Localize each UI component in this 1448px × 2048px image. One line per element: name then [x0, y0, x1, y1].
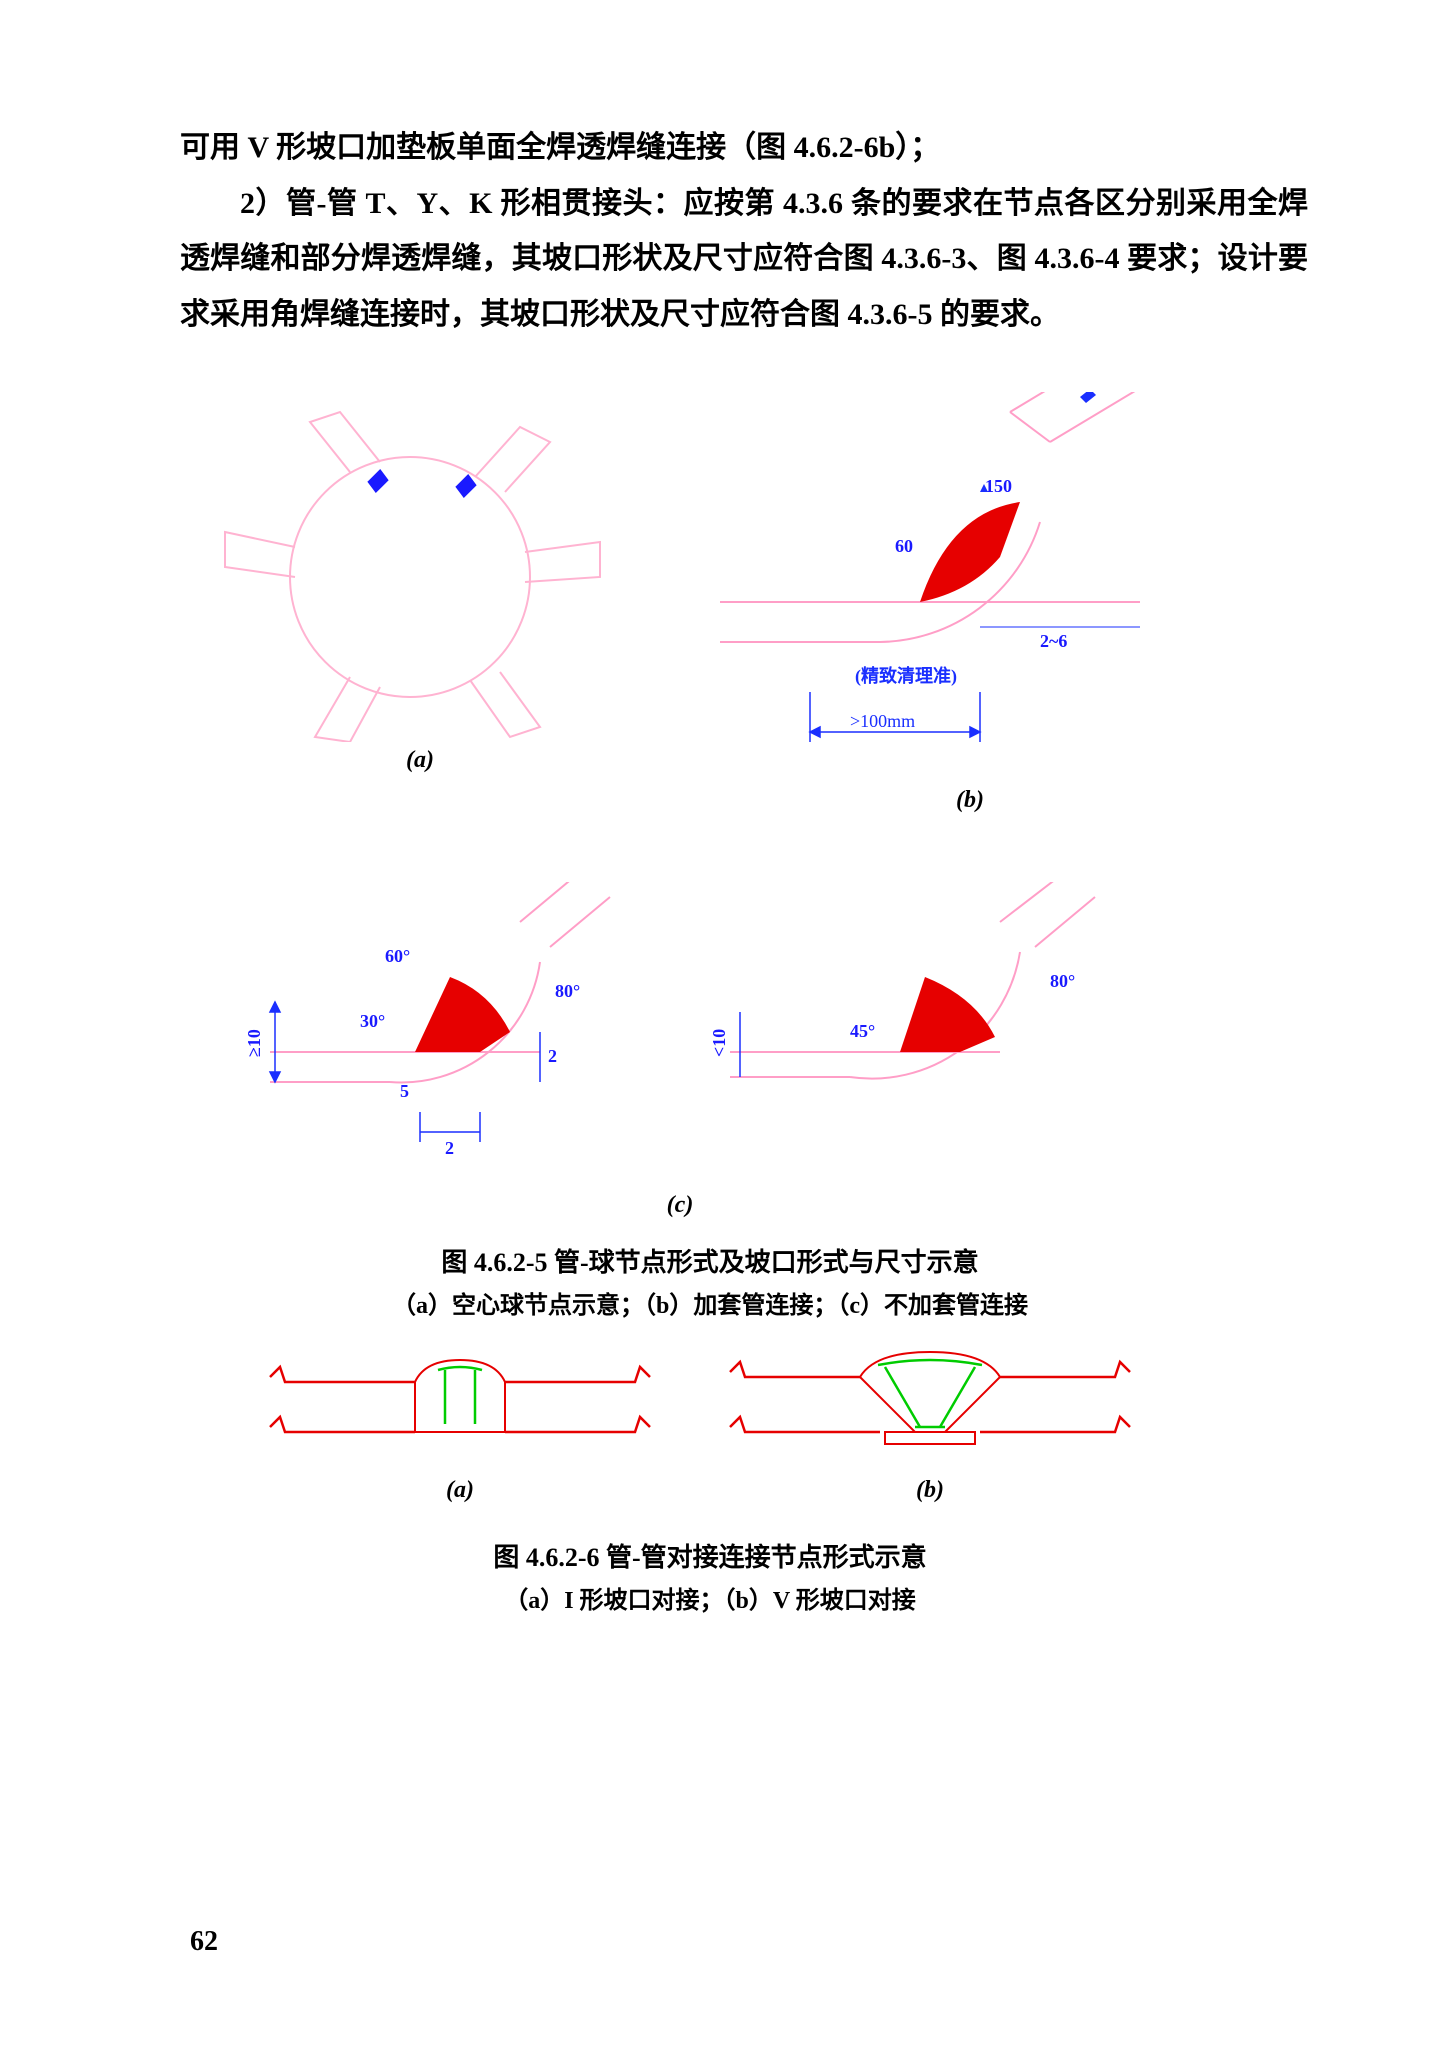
line2: 2）管-管 T、Y、K 形相贯接头：应按第 4.3.6 条的要求在节点各区分别采… [180, 187, 1308, 331]
dim-2-6: 2~6 [1040, 631, 1067, 651]
sleeve-joint-b: 150 60 2~6 (精致清理准) >100mm [680, 392, 1200, 782]
fig5-panel-c-right: 45° 80° <10 [700, 882, 1160, 1182]
fig6-subcaption: （a）I 形坡口对接；（b）V 形坡口对接 [180, 1580, 1240, 1615]
fig5-panel-a: (a) [200, 402, 640, 782]
c-v2: 2 [548, 1046, 557, 1066]
butt-joint-a [260, 1342, 660, 1472]
body-text: 可用 V 形坡口加垫板单面全焊透焊缝连接（图 4.6.2-6b）； 2）管-管 … [180, 120, 1308, 342]
dim-150: 150 [985, 476, 1012, 496]
page-number: 62 [190, 1926, 218, 1958]
line1: 可用 V 形坡口加垫板单面全焊透焊缝连接（图 4.6.2-6b）； [180, 131, 940, 164]
sphere-diagram [200, 402, 640, 742]
c-60: 60° [385, 946, 410, 966]
note-b: (精致清理准) [855, 665, 957, 687]
c-h2: 2 [445, 1138, 454, 1158]
c-ge10: ≥10 [244, 1029, 264, 1057]
fig5-panel-b: 150 60 2~6 (精致清理准) >100mm (b) [680, 392, 1200, 822]
figures-container: (a) 150 60 2~6 (精致清理准) [180, 362, 1308, 1642]
fig5-caption-block: 图 4.6.2-5 管-球节点形式及坡口形式与尺寸示意 （a）空心球节点示意；（… [180, 1232, 1240, 1320]
fig6-panel-b: (b) [720, 1337, 1140, 1522]
fig6-panel-a: (a) [260, 1342, 660, 1522]
c-5: 5 [400, 1081, 409, 1101]
fig5c-label: (c) [180, 1192, 1180, 1219]
fig5-panel-c-left: 60° 30° 80° ≥10 5 2 2 [230, 882, 690, 1182]
fig5b-label: (b) [740, 787, 1200, 814]
fig5-caption: 图 4.6.2-5 管-球节点形式及坡口形式与尺寸示意 [180, 1242, 1240, 1279]
dim-60: 60 [895, 536, 913, 556]
cr-45: 45° [850, 1021, 875, 1041]
fig5a-label: (a) [200, 747, 640, 774]
cr-80: 80° [1050, 971, 1075, 991]
dim-100mm: >100mm [850, 711, 915, 731]
fig5-subcaption: （a）空心球节点示意；（b）加套管连接；（c）不加套管连接 [180, 1285, 1240, 1320]
fig6-caption: 图 4.6.2-6 管-管对接连接节点形式示意 [180, 1537, 1240, 1574]
no-sleeve-left: 60° 30° 80° ≥10 5 2 2 [230, 882, 690, 1182]
no-sleeve-right: 45° 80° <10 [700, 882, 1160, 1182]
butt-joint-b [720, 1337, 1140, 1472]
fig6a-label: (a) [260, 1477, 660, 1504]
fig6b-label: (b) [720, 1477, 1140, 1504]
cr-lt10: <10 [709, 1029, 729, 1057]
fig6-caption-block: 图 4.6.2-6 管-管对接连接节点形式示意 （a）I 形坡口对接；（b）V … [180, 1527, 1240, 1615]
c-30: 30° [360, 1011, 385, 1031]
c-80: 80° [555, 981, 580, 1001]
